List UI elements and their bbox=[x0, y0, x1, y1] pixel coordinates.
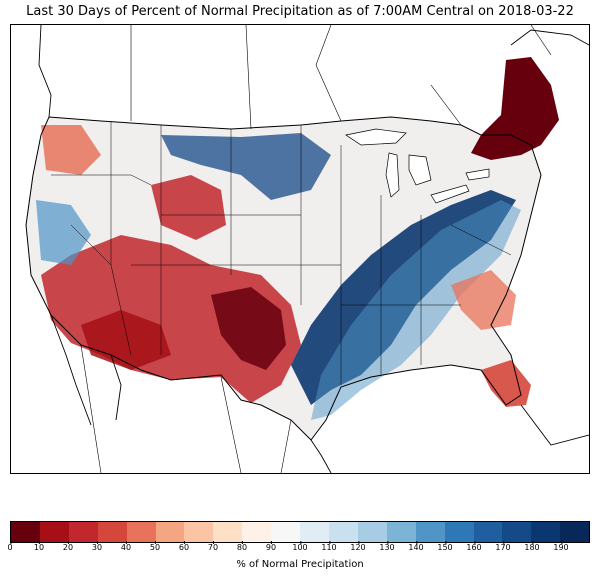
colorbar-tick-label: 120 bbox=[350, 541, 366, 552]
colorbar-tick-label: 40 bbox=[120, 541, 132, 552]
map-title: Last 30 Days of Percent of Normal Precip… bbox=[26, 4, 574, 19]
colorbar-segment bbox=[271, 522, 301, 542]
colorbar-segment bbox=[473, 522, 503, 542]
lake-erie bbox=[430, 184, 470, 204]
lake-michigan bbox=[385, 152, 400, 198]
lake-ontario bbox=[465, 168, 490, 181]
colorbar-segment bbox=[155, 522, 185, 542]
colorbar-segment bbox=[415, 522, 445, 542]
colorbar-tick-label: 30 bbox=[91, 541, 103, 552]
colorbar-segment bbox=[328, 522, 358, 542]
colorbar-tick-label: 130 bbox=[379, 541, 395, 552]
colorbar-segment bbox=[300, 522, 329, 542]
map-svg bbox=[25, 25, 589, 473]
neighbor-borders bbox=[80, 25, 552, 473]
colorbar-label: % of Normal Precipitation bbox=[236, 559, 364, 570]
wet-northern-plains bbox=[161, 133, 331, 200]
colorbar-tick-label: 60 bbox=[178, 541, 190, 552]
colorbar-tick-label: 10 bbox=[33, 541, 45, 552]
colorbar-tick-label: 50 bbox=[149, 541, 161, 552]
colorbar-segment bbox=[97, 522, 127, 542]
very-dry-texas-core bbox=[211, 287, 286, 370]
colorbar-segment bbox=[11, 522, 40, 542]
colorbar-tick-label: 150 bbox=[437, 541, 453, 552]
colorbar-segment bbox=[213, 522, 243, 542]
colorbar-tick-label: 110 bbox=[321, 541, 337, 552]
colorbar bbox=[10, 521, 590, 543]
very-dry-new-england bbox=[471, 57, 559, 160]
dry-pacific-nw bbox=[41, 125, 101, 175]
state-borders bbox=[51, 121, 512, 385]
precipitation-map bbox=[10, 24, 590, 474]
colorbar-segment bbox=[357, 522, 387, 542]
colorbar-segment bbox=[39, 522, 69, 542]
dry-florida bbox=[481, 360, 531, 407]
dry-plains-north bbox=[151, 175, 226, 240]
colorbar-tick-label: 190 bbox=[553, 541, 569, 552]
wet-great-basin bbox=[36, 200, 91, 265]
colorbar-tick-label: 90 bbox=[265, 541, 277, 552]
colorbar-tick-label: 100 bbox=[292, 541, 308, 552]
colorbar-tick-label: 20 bbox=[62, 541, 74, 552]
colorbar-segment bbox=[68, 522, 98, 542]
colorbar-tick-label: 70 bbox=[207, 541, 219, 552]
us-outline bbox=[25, 116, 542, 441]
colorbar-segment bbox=[184, 522, 214, 542]
lake-huron bbox=[408, 154, 432, 186]
dry-arizona-core bbox=[81, 310, 171, 370]
colorbar-tick-label: 180 bbox=[524, 541, 540, 552]
lake-superior bbox=[345, 128, 407, 146]
colorbar-segment bbox=[126, 522, 156, 542]
colorbar-tick-label: 0 bbox=[7, 541, 13, 552]
dry-southeast-coast bbox=[451, 270, 516, 330]
colorbar-segment bbox=[242, 522, 272, 542]
dry-southwest-region bbox=[41, 235, 301, 403]
colorbar-segment bbox=[444, 522, 474, 542]
coastlines bbox=[38, 25, 589, 473]
colorbar-ticks: 0 10 20 30 40 50 60 70 80 90 100 110 120 130 140 150 160… bbox=[7, 541, 590, 557]
colorbar-tick-label: 160 bbox=[466, 541, 482, 552]
colorbar-tick-label: 80 bbox=[236, 541, 248, 552]
colorbar-segment bbox=[531, 522, 561, 542]
colorbar-tick-label: 140 bbox=[408, 541, 424, 552]
colorbar-segment bbox=[560, 522, 590, 542]
colorbar-segment bbox=[386, 522, 416, 542]
colorbar-tick-label: 170 bbox=[495, 541, 511, 552]
colorbar-segment bbox=[502, 522, 532, 542]
wet-band-fringe bbox=[311, 200, 521, 420]
